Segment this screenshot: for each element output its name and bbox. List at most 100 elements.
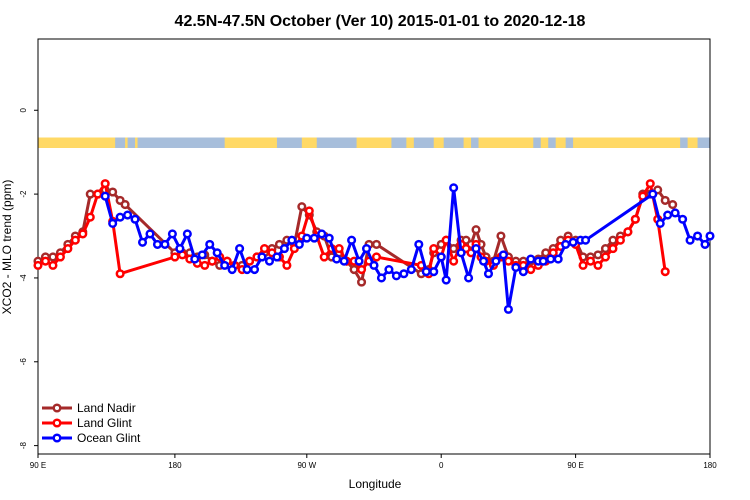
data-point (483, 269, 494, 279)
data-point (623, 227, 633, 237)
data-point (384, 265, 394, 275)
data-point (227, 265, 237, 275)
land-ocean-mask (38, 137, 710, 148)
series-land-glint (33, 179, 670, 279)
data-point (541, 248, 551, 258)
data-point (478, 256, 489, 266)
y-axis-label: XCO2 - MLO trend (ppm) (0, 180, 14, 315)
land-segment (540, 137, 549, 148)
data-point (349, 265, 359, 275)
data-point (297, 202, 307, 212)
data-point (200, 260, 210, 270)
data-point (429, 244, 439, 254)
data-point (511, 262, 521, 273)
data-point (242, 265, 252, 275)
data-point (249, 265, 260, 275)
data-point (245, 256, 255, 266)
data-point (120, 200, 130, 210)
data-point (593, 250, 603, 260)
data-point (93, 189, 103, 199)
data-point (207, 256, 217, 266)
data-point (212, 248, 222, 258)
data-point (108, 187, 118, 197)
x-axis-label: Longitude (349, 477, 402, 491)
data-point (471, 225, 481, 235)
data-point (581, 235, 591, 245)
land-segment (301, 137, 317, 148)
data-point (630, 214, 640, 224)
data-point (182, 229, 192, 239)
land-segment (406, 137, 414, 148)
data-point (376, 273, 387, 283)
data-point (115, 212, 125, 222)
data-point (272, 252, 282, 262)
data-point (608, 235, 618, 245)
x-tick-label: 90 W (297, 461, 316, 470)
data-point (371, 252, 382, 262)
data-point (561, 239, 571, 249)
data-point (371, 239, 382, 249)
series-line (103, 186, 712, 311)
data-point (145, 229, 155, 239)
data-point (170, 252, 180, 262)
data-point (503, 304, 513, 314)
data-point (137, 237, 148, 247)
data-point (471, 244, 481, 254)
data-point (197, 250, 207, 260)
land-segment (356, 137, 392, 148)
plot-frame (37, 38, 711, 455)
data-point (78, 229, 88, 239)
data-point (600, 252, 611, 262)
land-segment (555, 137, 566, 148)
land-segment (135, 137, 138, 148)
data-point (205, 239, 215, 249)
data-point (294, 239, 304, 249)
data-point (503, 256, 513, 266)
data-point (175, 244, 185, 254)
data-point (123, 210, 133, 220)
land-segment (433, 137, 444, 148)
data-point (496, 231, 506, 241)
data-point (354, 256, 364, 266)
data-point (324, 233, 334, 243)
land-segment (224, 137, 277, 148)
data-point (663, 210, 673, 220)
data-point (55, 252, 65, 262)
x-tick-label: 180 (168, 461, 182, 470)
data-point (40, 256, 51, 266)
data-point (302, 233, 312, 243)
data-point (546, 254, 556, 264)
data-point (414, 239, 424, 249)
data-point (279, 244, 289, 254)
data-point (593, 260, 603, 270)
data-point (264, 256, 275, 266)
data-point (115, 269, 125, 279)
data-point (399, 269, 409, 279)
data-point (235, 244, 245, 254)
data-point (167, 229, 177, 239)
data-point (190, 254, 200, 264)
data-point (526, 254, 536, 264)
data-point (436, 252, 446, 262)
data-point (678, 214, 688, 224)
data-point (347, 235, 357, 245)
data-point (259, 244, 270, 254)
data-point (685, 235, 695, 245)
data-point (705, 231, 715, 241)
data-point (334, 244, 344, 254)
data-point (319, 252, 329, 262)
data-point (317, 229, 327, 239)
land-segment (125, 137, 128, 148)
legend-label: Land Glint (77, 416, 132, 430)
data-point (357, 277, 367, 287)
y-tick-label: -2 (19, 190, 28, 198)
y-tick-label: -4 (19, 274, 28, 282)
data-point (645, 179, 655, 189)
data-point (693, 231, 703, 241)
data-point (100, 191, 110, 201)
data-point (391, 271, 401, 281)
data-point (660, 267, 670, 277)
data-point (70, 235, 80, 245)
